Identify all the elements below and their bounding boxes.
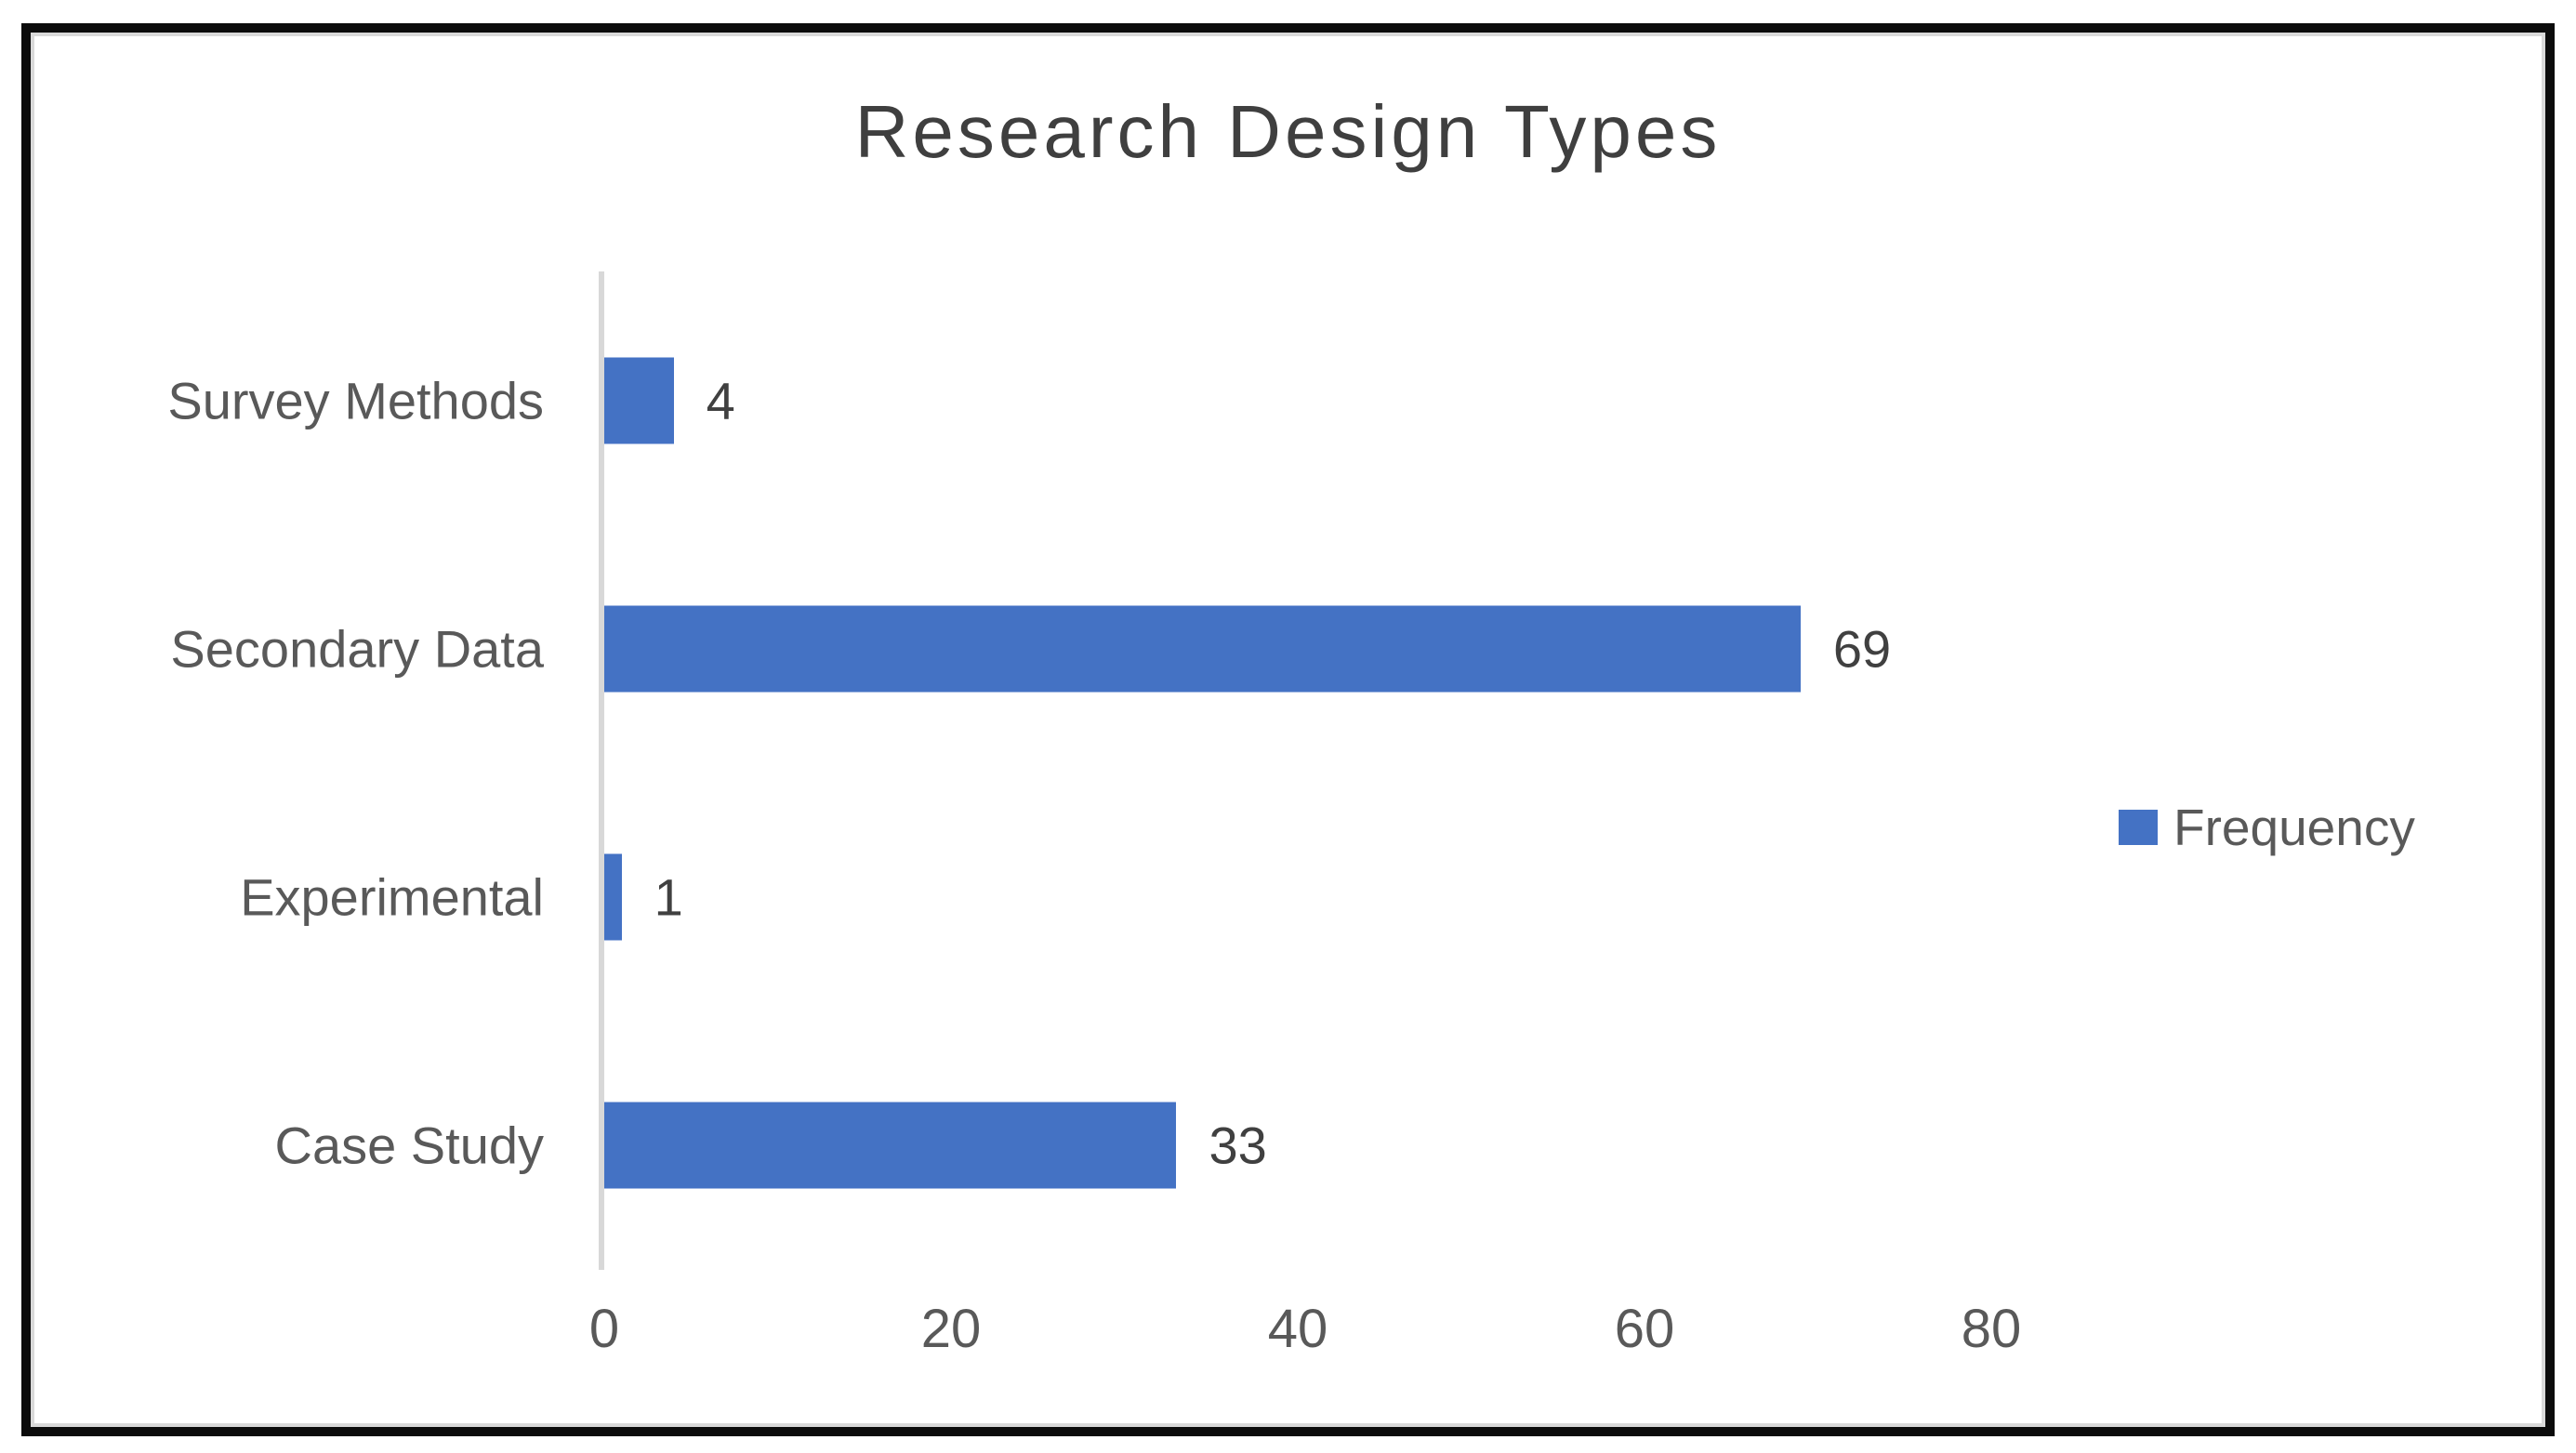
x-axis-tick-label: 20 <box>920 1299 982 1359</box>
chart-outer-border: Research Design Types Survey Methods 4 Sec… <box>21 23 2555 1436</box>
category-label: Secondary Data <box>170 619 544 679</box>
bar-survey-methods <box>604 357 674 444</box>
legend: Frequency <box>2119 798 2415 857</box>
bar-case-study <box>604 1102 1177 1189</box>
data-label: 4 <box>706 371 735 430</box>
x-axis-tick-label: 0 <box>588 1299 620 1359</box>
category-label: Experimental <box>240 867 544 927</box>
bar-experimental <box>604 853 622 941</box>
category-axis-line <box>599 271 604 1270</box>
x-axis-tick-label: 40 <box>1267 1299 1328 1359</box>
category-label: Survey Methods <box>167 371 544 430</box>
category-label: Case Study <box>274 1116 545 1175</box>
x-axis-tick-label: 80 <box>1961 1299 2022 1359</box>
chart-inner-border: Research Design Types Survey Methods 4 Sec… <box>31 33 2545 1427</box>
data-label: 69 <box>1832 619 1892 679</box>
x-axis-tick-label: 60 <box>1614 1299 1675 1359</box>
data-label: 33 <box>1209 1116 1267 1175</box>
chart-title: Research Design Types <box>854 90 1722 173</box>
legend-series-label: Frequency <box>2173 799 2415 856</box>
data-label: 1 <box>654 867 683 927</box>
bar-secondary-data <box>604 605 1801 693</box>
legend-swatch-icon <box>2119 810 2158 845</box>
